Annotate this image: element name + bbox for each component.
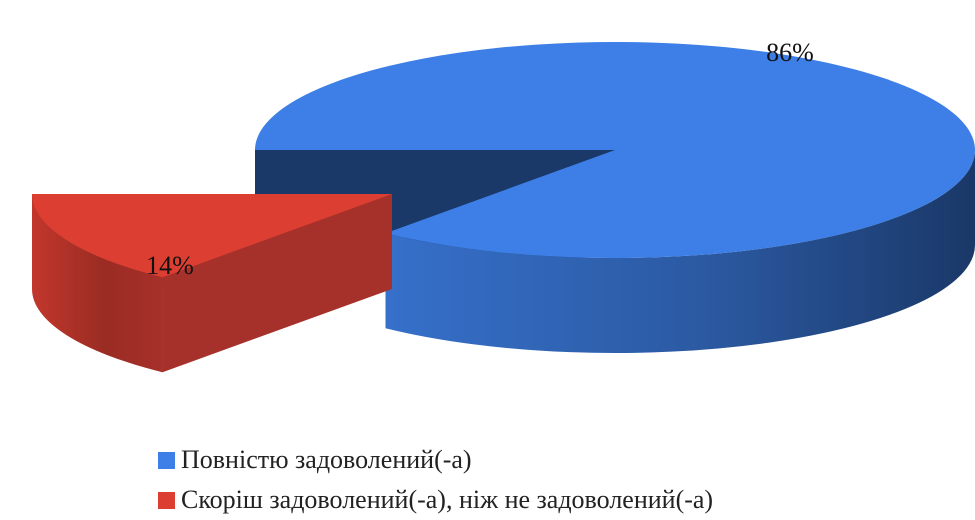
- slice-fully-satisfied: [255, 42, 975, 259]
- pie-chart: 86% 14%: [32, 38, 975, 373]
- legend-label-fully-satisfied: Повністю задоволений(-а): [181, 445, 472, 474]
- legend: Повністю задоволений(-а) Скоріш задоволе…: [158, 440, 713, 520]
- slice-rather-satisfied: [32, 194, 392, 278]
- slice-side-fully-satisfied-0: [385, 150, 975, 353]
- legend-label-rather-satisfied: Скоріш задоволений(-а), ніж не задоволен…: [181, 485, 714, 514]
- legend-swatch-rather-satisfied: [158, 491, 175, 509]
- legend-swatch-fully-satisfied: [158, 451, 175, 469]
- data-label-rather-satisfied: 14%: [146, 251, 194, 280]
- legend-item-rather-satisfied: Скоріш задоволений(-а), ніж не задоволен…: [158, 480, 713, 520]
- data-label-fully-satisfied: 86%: [766, 38, 814, 67]
- slice-side-rather-satisfied-0: [32, 194, 163, 373]
- legend-item-fully-satisfied: Повністю задоволений(-а): [158, 440, 713, 480]
